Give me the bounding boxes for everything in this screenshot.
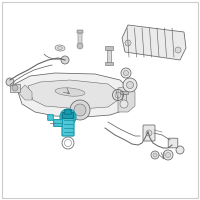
FancyBboxPatch shape — [62, 114, 74, 136]
FancyBboxPatch shape — [65, 110, 71, 114]
Circle shape — [120, 100, 128, 108]
Circle shape — [12, 85, 18, 91]
Circle shape — [151, 151, 159, 159]
Ellipse shape — [58, 46, 62, 50]
Circle shape — [146, 130, 152, 136]
Circle shape — [163, 150, 173, 160]
Circle shape — [70, 100, 90, 120]
Circle shape — [6, 78, 14, 86]
FancyBboxPatch shape — [48, 115, 53, 120]
Circle shape — [77, 43, 83, 49]
Circle shape — [61, 56, 69, 64]
Polygon shape — [18, 85, 32, 100]
Polygon shape — [28, 80, 118, 109]
Polygon shape — [107, 50, 111, 63]
FancyBboxPatch shape — [168, 138, 178, 148]
Polygon shape — [118, 86, 135, 112]
Ellipse shape — [55, 88, 85, 96]
Circle shape — [127, 82, 134, 88]
Circle shape — [153, 153, 157, 157]
Polygon shape — [105, 46, 113, 50]
Circle shape — [121, 68, 131, 78]
FancyBboxPatch shape — [54, 120, 62, 126]
Polygon shape — [77, 30, 83, 33]
Circle shape — [166, 152, 170, 158]
Circle shape — [63, 112, 73, 122]
Circle shape — [175, 47, 181, 53]
Polygon shape — [122, 94, 126, 103]
Polygon shape — [78, 33, 82, 45]
Ellipse shape — [55, 45, 65, 51]
Polygon shape — [15, 73, 130, 117]
Circle shape — [123, 78, 137, 92]
Circle shape — [60, 109, 76, 125]
Polygon shape — [10, 84, 20, 92]
Circle shape — [176, 146, 184, 154]
Circle shape — [74, 104, 86, 116]
Polygon shape — [122, 25, 186, 60]
Polygon shape — [105, 62, 113, 65]
Circle shape — [124, 71, 128, 75]
Circle shape — [125, 40, 131, 46]
FancyBboxPatch shape — [62, 112, 74, 118]
Polygon shape — [120, 91, 128, 94]
FancyBboxPatch shape — [143, 125, 155, 141]
